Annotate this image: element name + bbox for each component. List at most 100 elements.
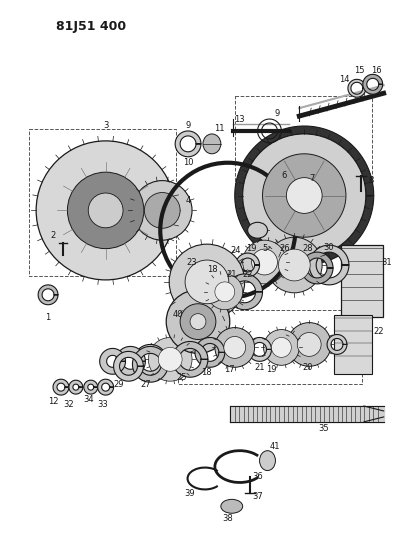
Text: 19: 19: [246, 244, 257, 253]
Text: 1: 1: [45, 313, 51, 322]
Bar: [178, 310, 362, 384]
Circle shape: [185, 260, 229, 304]
Text: 29: 29: [113, 379, 124, 389]
Text: 36: 36: [252, 472, 263, 481]
Circle shape: [252, 249, 277, 275]
Polygon shape: [235, 126, 374, 265]
Polygon shape: [236, 253, 260, 277]
Text: 9: 9: [186, 122, 191, 131]
Text: 6: 6: [282, 171, 287, 180]
Text: 11: 11: [215, 125, 225, 133]
Circle shape: [67, 172, 144, 248]
Polygon shape: [175, 131, 201, 157]
Polygon shape: [113, 351, 143, 381]
Text: 31: 31: [381, 257, 392, 266]
Circle shape: [243, 134, 366, 257]
Text: 13: 13: [234, 115, 245, 124]
Circle shape: [215, 282, 235, 302]
Polygon shape: [309, 245, 349, 285]
Polygon shape: [115, 346, 145, 376]
Text: 18: 18: [208, 265, 218, 274]
Text: 28: 28: [302, 244, 312, 253]
Circle shape: [297, 333, 321, 357]
Text: 24: 24: [230, 246, 241, 255]
Polygon shape: [38, 285, 58, 305]
Text: 20: 20: [302, 363, 312, 372]
Text: 26: 26: [279, 244, 290, 253]
Bar: [29, 129, 176, 276]
Text: 32: 32: [63, 400, 74, 408]
Text: 40: 40: [173, 310, 183, 319]
Polygon shape: [248, 337, 271, 361]
Text: 22: 22: [374, 327, 384, 336]
Text: 8: 8: [368, 176, 374, 185]
Circle shape: [180, 304, 216, 340]
Text: 5: 5: [262, 244, 267, 253]
Text: 16: 16: [372, 66, 382, 75]
Bar: [334, 314, 372, 374]
Text: 41: 41: [269, 442, 280, 451]
Polygon shape: [84, 380, 98, 394]
Circle shape: [266, 237, 322, 293]
Polygon shape: [100, 349, 126, 374]
Circle shape: [190, 313, 206, 329]
Text: 39: 39: [185, 489, 195, 498]
Circle shape: [149, 337, 192, 381]
Polygon shape: [327, 335, 347, 354]
Polygon shape: [301, 252, 333, 284]
Circle shape: [88, 193, 123, 228]
Text: 2: 2: [50, 231, 56, 240]
Text: 9: 9: [275, 109, 280, 118]
Text: 22: 22: [242, 270, 253, 279]
Polygon shape: [195, 337, 225, 367]
Text: 25: 25: [177, 373, 188, 382]
Polygon shape: [134, 344, 167, 378]
Text: 34: 34: [84, 394, 94, 403]
Ellipse shape: [221, 499, 243, 513]
Text: 3: 3: [103, 122, 108, 131]
Text: 12: 12: [48, 397, 58, 406]
Text: 35: 35: [319, 424, 329, 433]
Bar: [235, 96, 372, 200]
Circle shape: [287, 322, 331, 366]
Text: 21: 21: [254, 363, 265, 372]
Circle shape: [279, 249, 310, 281]
Circle shape: [243, 240, 286, 284]
Text: 81J51 400: 81J51 400: [56, 20, 126, 33]
Text: 27: 27: [140, 379, 151, 389]
Circle shape: [264, 329, 299, 365]
Polygon shape: [172, 342, 208, 377]
Text: 15: 15: [353, 66, 364, 75]
Ellipse shape: [203, 134, 221, 154]
Text: 18: 18: [201, 368, 211, 377]
Text: 23: 23: [187, 257, 197, 266]
Polygon shape: [132, 346, 168, 382]
Polygon shape: [363, 75, 383, 94]
Polygon shape: [69, 380, 83, 394]
Text: 19: 19: [266, 365, 277, 374]
Text: 10: 10: [183, 158, 193, 167]
Circle shape: [215, 328, 255, 367]
Text: 14: 14: [339, 75, 349, 84]
Text: 21: 21: [227, 270, 237, 279]
Text: 37: 37: [252, 492, 263, 501]
Circle shape: [158, 348, 182, 372]
Text: 17: 17: [225, 365, 235, 374]
Circle shape: [224, 336, 245, 358]
Polygon shape: [53, 379, 69, 395]
Text: 7: 7: [310, 174, 315, 183]
Circle shape: [36, 141, 175, 280]
Text: 4: 4: [186, 196, 191, 205]
Text: 30: 30: [324, 243, 335, 252]
Circle shape: [169, 244, 245, 320]
Ellipse shape: [248, 222, 268, 238]
Polygon shape: [98, 379, 113, 395]
Circle shape: [262, 154, 346, 237]
Circle shape: [132, 181, 192, 240]
Text: 38: 38: [222, 514, 233, 523]
Circle shape: [271, 337, 291, 357]
Circle shape: [166, 290, 230, 353]
Circle shape: [286, 177, 322, 213]
Polygon shape: [348, 79, 366, 97]
Bar: [341, 245, 383, 317]
